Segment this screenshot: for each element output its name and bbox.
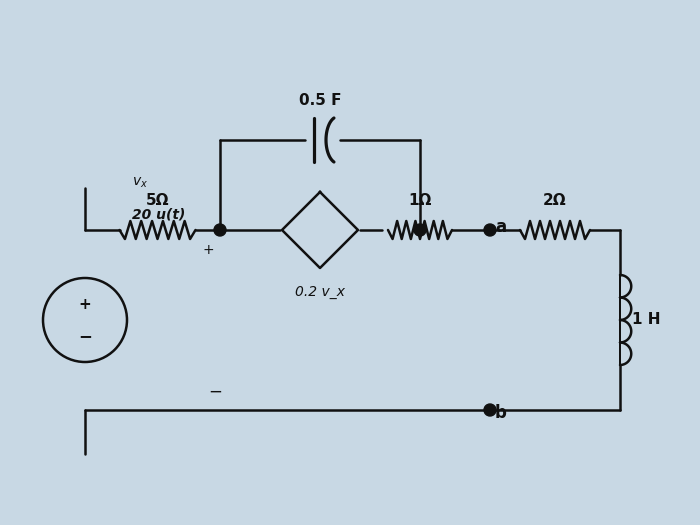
Text: +: + bbox=[78, 297, 92, 311]
Circle shape bbox=[214, 224, 226, 236]
Text: 1 H: 1 H bbox=[632, 312, 661, 328]
Circle shape bbox=[484, 404, 496, 416]
Text: b: b bbox=[495, 404, 507, 422]
Text: 0.5 F: 0.5 F bbox=[299, 93, 342, 108]
Text: +: + bbox=[202, 243, 214, 257]
Text: a: a bbox=[495, 218, 506, 236]
Text: $v_x$: $v_x$ bbox=[132, 176, 148, 190]
Text: 2Ω: 2Ω bbox=[543, 193, 567, 208]
Circle shape bbox=[484, 224, 496, 236]
Text: −: − bbox=[208, 383, 222, 401]
Text: 1Ω: 1Ω bbox=[408, 193, 432, 208]
Circle shape bbox=[414, 224, 426, 236]
Text: 5Ω: 5Ω bbox=[146, 193, 169, 208]
Text: −: − bbox=[78, 327, 92, 345]
Text: 20 u(t): 20 u(t) bbox=[132, 208, 186, 222]
Text: 0.2 v_x: 0.2 v_x bbox=[295, 285, 345, 299]
